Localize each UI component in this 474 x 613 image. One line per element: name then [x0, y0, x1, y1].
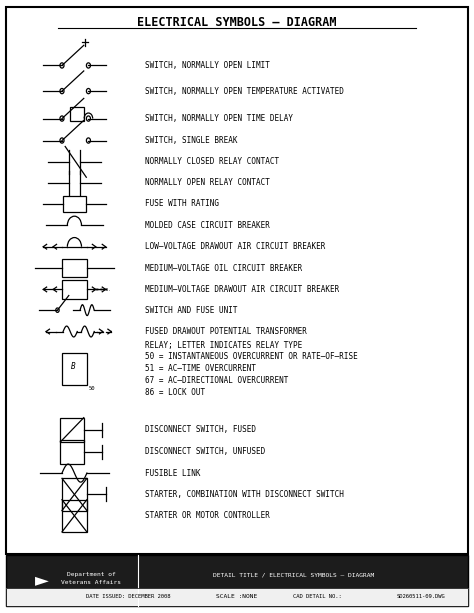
- Bar: [60, 417, 84, 442]
- Bar: [70, 107, 84, 121]
- Text: DISCONNECT SWITCH, FUSED: DISCONNECT SWITCH, FUSED: [145, 425, 256, 434]
- Bar: [62, 352, 87, 385]
- Text: SWITCH, NORMALLY OPEN TEMPERATURE ACTIVATED: SWITCH, NORMALLY OPEN TEMPERATURE ACTIVA…: [145, 86, 344, 96]
- Bar: [6, 7, 468, 554]
- Text: SD260511-09.DWG: SD260511-09.DWG: [396, 594, 445, 599]
- Bar: [6, 588, 468, 606]
- Text: STARTER, COMBINATION WITH DISCONNECT SWITCH: STARTER, COMBINATION WITH DISCONNECT SWI…: [145, 490, 344, 499]
- Text: STARTER OR MOTOR CONTROLLER: STARTER OR MOTOR CONTROLLER: [145, 511, 270, 520]
- Text: SWITCH, SINGLE BREAK: SWITCH, SINGLE BREAK: [145, 136, 237, 145]
- Bar: [62, 500, 87, 532]
- Bar: [6, 555, 468, 606]
- Text: DETAIL TITLE / ELECTRICAL SYMBOLS – DIAGRAM: DETAIL TITLE / ELECTRICAL SYMBOLS – DIAG…: [213, 573, 374, 577]
- Text: DISCONNECT SWITCH, UNFUSED: DISCONNECT SWITCH, UNFUSED: [145, 447, 265, 456]
- Text: FUSED DRAWOUT POTENTIAL TRANSFORMER: FUSED DRAWOUT POTENTIAL TRANSFORMER: [145, 327, 307, 336]
- Bar: [62, 280, 87, 299]
- Text: MOLDED CASE CIRCUIT BREAKER: MOLDED CASE CIRCUIT BREAKER: [145, 221, 270, 230]
- Text: SWITCH, NORMALLY OPEN TIME DELAY: SWITCH, NORMALLY OPEN TIME DELAY: [145, 114, 293, 123]
- Text: SWITCH AND FUSE UNIT: SWITCH AND FUSE UNIT: [145, 306, 237, 314]
- Text: DATE ISSUED: DECEMBER 2008: DATE ISSUED: DECEMBER 2008: [86, 594, 171, 599]
- Text: FUSIBLE LINK: FUSIBLE LINK: [145, 468, 201, 478]
- Text: NORMALLY CLOSED RELAY CONTACT: NORMALLY CLOSED RELAY CONTACT: [145, 158, 279, 166]
- Text: MEDIUM–VOLTAGE DRAWOUT AIR CIRCUIT BREAKER: MEDIUM–VOLTAGE DRAWOUT AIR CIRCUIT BREAK…: [145, 285, 339, 294]
- Text: ELECTRICAL SYMBOLS – DIAGRAM: ELECTRICAL SYMBOLS – DIAGRAM: [137, 16, 337, 29]
- Text: Veterans Affairs: Veterans Affairs: [61, 581, 121, 585]
- Text: SCALE :NONE: SCALE :NONE: [216, 595, 258, 600]
- Text: CAD DETAIL NO.:: CAD DETAIL NO.:: [293, 594, 341, 599]
- Text: LOW–VOLTAGE DRAWOUT AIR CIRCUIT BREAKER: LOW–VOLTAGE DRAWOUT AIR CIRCUIT BREAKER: [145, 242, 326, 251]
- Text: SWITCH, NORMALLY OPEN LIMIT: SWITCH, NORMALLY OPEN LIMIT: [145, 61, 270, 70]
- Text: NORMALLY OPEN RELAY CONTACT: NORMALLY OPEN RELAY CONTACT: [145, 178, 270, 187]
- Bar: [60, 440, 84, 464]
- Text: MEDIUM–VOLTAGE OIL CIRCUIT BREAKER: MEDIUM–VOLTAGE OIL CIRCUIT BREAKER: [145, 264, 302, 273]
- Bar: [62, 478, 87, 511]
- Bar: [62, 259, 87, 277]
- Bar: [63, 196, 86, 212]
- Text: B: B: [71, 362, 75, 371]
- Text: 50: 50: [88, 386, 95, 391]
- Text: Department of: Department of: [66, 573, 115, 577]
- Text: ►: ►: [35, 571, 48, 590]
- Text: FUSE WITH RATING: FUSE WITH RATING: [145, 199, 219, 208]
- Text: O.C.B.: O.C.B.: [96, 288, 111, 292]
- Text: RELAY; LETTER INDICATES RELAY TYPE
50 = INSTANTANEOUS OVERCURRENT OR RATE–OF–RIS: RELAY; LETTER INDICATES RELAY TYPE 50 = …: [145, 341, 358, 397]
